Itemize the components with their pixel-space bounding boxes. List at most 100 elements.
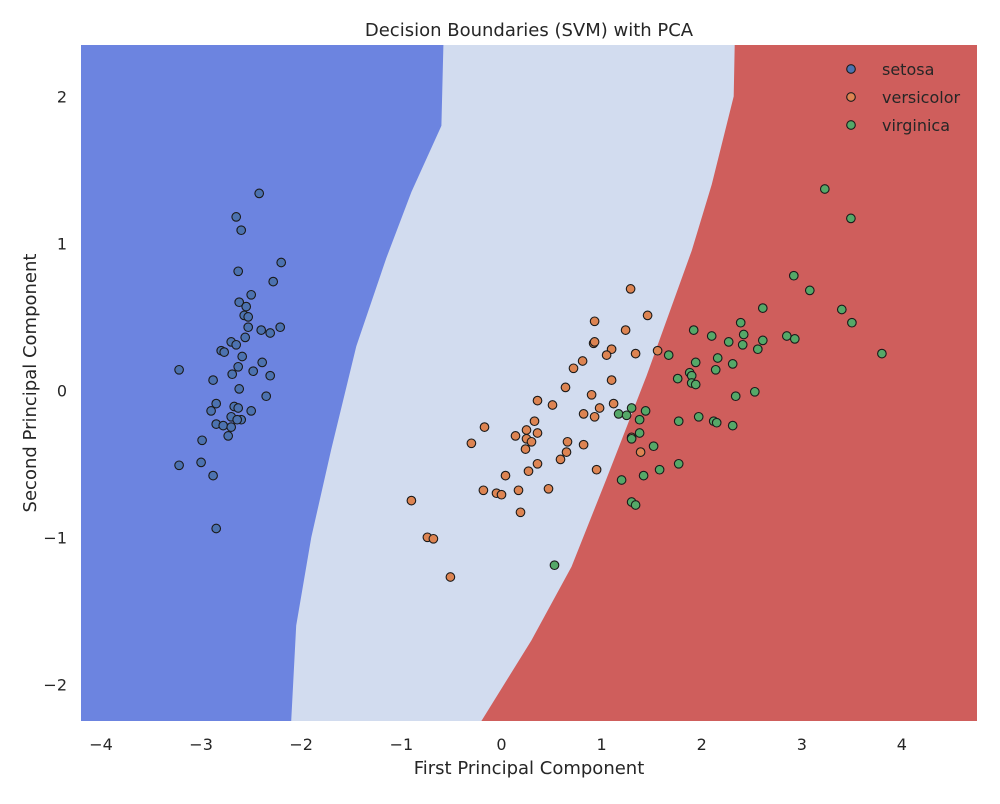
point-setosa	[227, 369, 238, 380]
legend-label-virginica: virginica	[882, 116, 950, 135]
y-axis-ticks: −2 −1 0 1 2	[43, 87, 67, 694]
point-versicolor	[547, 400, 558, 410]
legend: setosa versicolor virginica	[846, 60, 960, 135]
point-setosa	[231, 212, 242, 222]
point-virginica	[648, 441, 659, 452]
point-setosa	[265, 370, 276, 381]
point-setosa	[233, 361, 244, 372]
point-virginica	[846, 213, 856, 224]
point-setosa	[233, 266, 244, 277]
region-setosa	[81, 45, 444, 721]
x-tick-label: 3	[797, 735, 807, 754]
point-versicolor	[406, 495, 417, 506]
point-virginica	[673, 458, 684, 469]
point-virginica	[673, 416, 684, 427]
point-virginica	[549, 560, 560, 571]
x-tick-label: −3	[189, 735, 213, 754]
point-versicolor	[606, 375, 617, 385]
point-setosa	[223, 431, 234, 441]
point-virginica	[711, 417, 722, 428]
legend-marker-versicolor	[846, 92, 856, 102]
point-versicolor	[568, 363, 579, 374]
point-setosa	[232, 414, 243, 425]
point-versicolor	[642, 310, 653, 321]
point-virginica	[730, 391, 741, 402]
point-versicolor	[652, 345, 663, 356]
point-versicolor	[529, 416, 540, 427]
point-versicolor	[479, 422, 490, 432]
point-virginica	[654, 464, 665, 475]
point-virginica	[737, 339, 748, 350]
point-setosa	[206, 406, 216, 416]
y-tick-label: 1	[57, 234, 67, 253]
point-setosa	[219, 347, 230, 357]
point-virginica	[749, 386, 760, 397]
point-virginica	[819, 184, 830, 194]
chart-title: Decision Boundaries (SVM) with PCA	[365, 20, 694, 41]
point-virginica	[752, 344, 763, 355]
point-virginica	[738, 329, 749, 340]
point-setosa	[243, 322, 254, 333]
point-virginica	[634, 414, 645, 425]
y-tick-label: 0	[57, 381, 67, 400]
point-setosa	[268, 276, 279, 287]
point-setosa	[196, 457, 206, 468]
point-versicolor	[620, 325, 631, 335]
point-virginica	[781, 331, 792, 341]
point-virginica	[630, 500, 641, 510]
point-setosa	[226, 422, 237, 432]
point-setosa	[211, 398, 222, 409]
x-tick-label: −4	[89, 735, 113, 754]
point-setosa	[208, 375, 218, 385]
y-tick-label: −1	[43, 528, 67, 547]
point-virginica	[690, 357, 701, 368]
point-versicolor	[521, 425, 532, 435]
point-setosa	[174, 460, 184, 471]
point-versicolor	[555, 454, 566, 465]
point-setosa	[208, 470, 218, 481]
point-virginica	[626, 403, 637, 413]
point-virginica	[847, 317, 857, 328]
point-virginica	[727, 359, 738, 369]
point-virginica	[693, 411, 704, 422]
point-versicolor	[594, 403, 605, 413]
point-virginica	[621, 410, 632, 421]
x-tick-label: −1	[390, 735, 414, 754]
point-versicolor	[635, 447, 646, 457]
point-virginica	[672, 373, 683, 384]
point-virginica	[613, 409, 624, 419]
point-virginica	[757, 335, 768, 346]
point-virginica	[712, 353, 723, 363]
point-virginica	[727, 420, 738, 431]
point-versicolor	[543, 483, 554, 494]
point-setosa	[254, 188, 265, 199]
point-versicolor	[591, 464, 602, 475]
point-versicolor	[625, 284, 636, 294]
point-versicolor	[577, 356, 588, 366]
y-axis-label: Second Principal Component	[20, 254, 41, 513]
point-virginica	[626, 433, 637, 444]
point-versicolor	[523, 466, 534, 477]
point-versicolor	[510, 431, 521, 441]
point-versicolor	[532, 395, 543, 406]
legend-label-setosa: setosa	[882, 60, 934, 79]
point-versicolor	[478, 485, 489, 496]
point-virginica	[640, 406, 651, 416]
point-setosa	[276, 257, 287, 268]
point-versicolor	[500, 470, 511, 481]
point-versicolor	[578, 439, 589, 450]
point-virginica	[634, 428, 645, 438]
point-versicolor	[589, 316, 600, 327]
point-versicolor	[630, 348, 641, 359]
point-virginica	[688, 325, 699, 335]
point-virginica	[706, 331, 717, 341]
region-virginica	[481, 45, 977, 721]
legend-marker-setosa	[846, 64, 856, 74]
point-setosa	[231, 339, 242, 350]
point-versicolor	[561, 447, 572, 457]
point-virginica	[710, 364, 721, 375]
point-versicolor	[608, 398, 619, 409]
point-setosa	[236, 225, 247, 236]
point-virginica	[836, 304, 847, 315]
